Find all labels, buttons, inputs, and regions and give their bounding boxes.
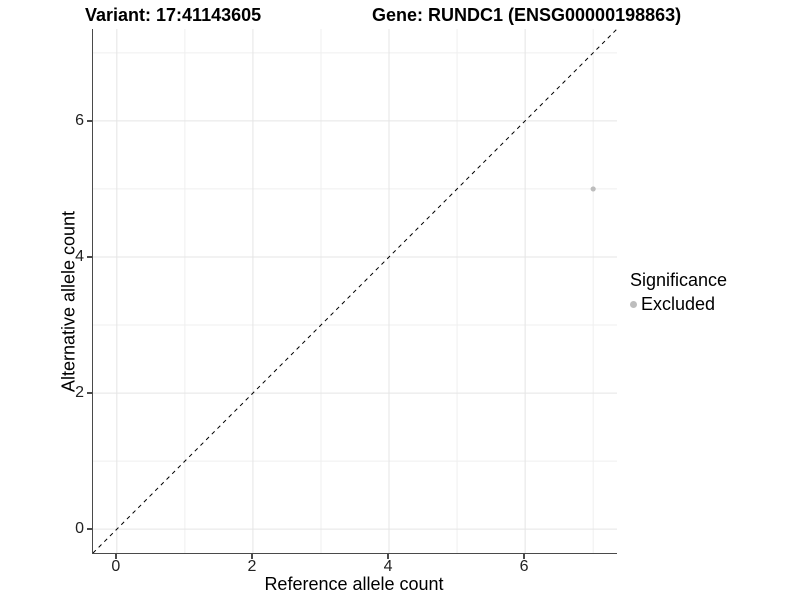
y-tick-label: 2 [75, 384, 84, 402]
chart-title-gene: Gene: RUNDC1 (ENSG00000198863) [372, 5, 682, 25]
x-tick-label: 6 [519, 558, 529, 575]
plot-svg [93, 29, 617, 553]
legend-title: Significance [630, 270, 728, 290]
legend-entry-label: Excluded [641, 294, 716, 314]
plot-panel [92, 29, 617, 554]
x-tick-label: 4 [383, 558, 393, 575]
y-tick-mark [87, 256, 92, 258]
x-tick-mark [523, 554, 525, 559]
x-tick-label: 2 [247, 558, 257, 575]
x-tick-mark [387, 554, 389, 559]
y-tick-mark [87, 120, 92, 122]
x-tick-mark [251, 554, 253, 559]
chart-title-variant: Variant: 17:41143605 [85, 5, 262, 25]
legend: Significance Excluded [630, 270, 727, 315]
legend-marker-dot-icon [630, 301, 637, 308]
data-point [590, 186, 596, 192]
x-tick-mark [115, 554, 117, 559]
legend-entry-excluded: Excluded [630, 294, 727, 315]
y-tick-mark [87, 528, 92, 530]
x-axis-title: Reference allele count [264, 574, 444, 594]
identity-reference-line [93, 29, 617, 553]
y-tick-mark [87, 392, 92, 394]
y-tick-label: 4 [75, 247, 84, 265]
y-tick-label: 6 [75, 111, 84, 129]
x-tick-label: 0 [111, 558, 121, 575]
y-tick-label: 0 [75, 520, 84, 538]
